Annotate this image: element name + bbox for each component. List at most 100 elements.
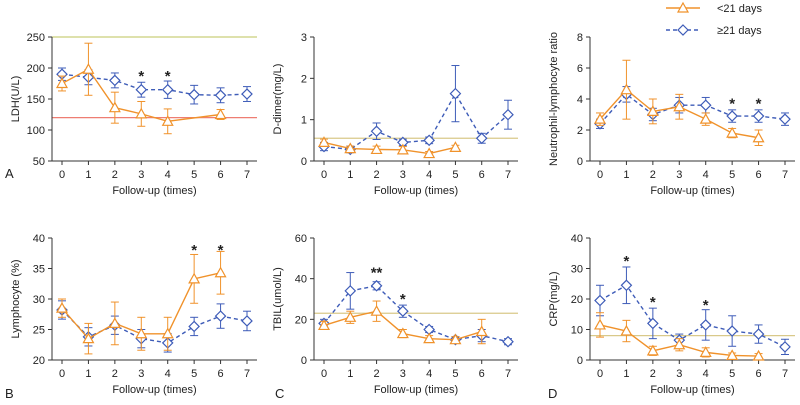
triangle-marker — [752, 131, 765, 143]
x-tick-label: 0 — [597, 368, 603, 380]
diamond-marker — [699, 319, 712, 331]
x-tick-label: 1 — [347, 368, 353, 380]
series-line-ge21 — [599, 284, 786, 348]
triangle-marker — [423, 147, 436, 159]
y-tick-label: 60 — [295, 233, 307, 245]
triangle-marker — [475, 325, 488, 337]
x-tick-label: 0 — [321, 368, 327, 380]
y-axis-title: TBIL(umol/L) — [272, 267, 284, 331]
y-tick-label: 0 — [577, 156, 583, 168]
y-tick-label: 200 — [27, 63, 45, 75]
y-tick-label: 3 — [301, 32, 307, 44]
x-tick-label: 3 — [676, 368, 682, 380]
y-tick-label: 40 — [295, 274, 307, 286]
significance-star: * — [650, 294, 656, 311]
diamond-marker — [109, 74, 121, 87]
triangle-marker — [423, 332, 436, 344]
diamond-marker — [214, 310, 227, 322]
x-axis-title: Follow-up (times) — [112, 185, 196, 197]
diamond-marker — [188, 88, 200, 101]
diamond-marker — [188, 320, 200, 333]
legend-lt21-label: <21 days — [717, 3, 762, 15]
diamond-marker — [726, 110, 738, 122]
triangle-marker — [161, 115, 174, 126]
x-tick-label: 4 — [703, 368, 709, 380]
triangle-marker — [317, 136, 331, 147]
x-tick-label: 7 — [505, 368, 511, 380]
legend-ge21-label: ≥21 days — [717, 25, 762, 37]
triangle-marker — [55, 301, 69, 313]
y-tick-label: 35 — [33, 264, 45, 276]
triangle-marker — [370, 304, 383, 316]
diamond-marker — [752, 328, 765, 340]
triangle-marker — [593, 112, 607, 124]
x-tick-label: 7 — [782, 368, 788, 380]
series-line-ge21 — [323, 285, 509, 343]
diamond-marker — [135, 83, 148, 96]
x-tick-label: 0 — [59, 169, 65, 181]
y-axis-title: CRP(mg/L) — [548, 271, 560, 326]
significance-star: * — [191, 242, 197, 259]
x-tick-label: 3 — [676, 169, 682, 181]
x-tick-label: 0 — [597, 169, 603, 181]
y-tick-label: 30 — [33, 294, 45, 306]
diamond-marker — [779, 113, 791, 125]
significance-star: * — [729, 96, 735, 113]
diamond-marker — [449, 87, 462, 100]
chart-panel-1: 50 100 150 200 250 0 1 2 3 4 5 6 7 Follow-up (times) L… — [5, 32, 257, 197]
x-tick-label: 5 — [452, 169, 458, 181]
x-tick-label: 4 — [165, 368, 171, 380]
x-tick-label: 1 — [85, 368, 91, 380]
triangle-marker — [726, 349, 739, 361]
diamond-marker — [423, 134, 435, 147]
x-tick-label: 2 — [112, 368, 118, 380]
y-tick-label: 1 — [301, 115, 307, 127]
legend-triangle-marker — [676, 1, 690, 13]
triangle-marker — [135, 327, 148, 339]
x-tick-label: 7 — [782, 169, 788, 181]
triangle-marker — [55, 77, 69, 89]
diamond-marker — [397, 305, 409, 318]
y-tick-label: 20 — [571, 294, 583, 306]
triangle-marker — [188, 272, 201, 284]
y-tick-label: 40 — [571, 233, 583, 245]
x-tick-label: 5 — [452, 368, 458, 380]
triangle-marker — [620, 324, 633, 336]
triangle-marker — [396, 327, 409, 339]
legend: <21 days ≥21 days — [666, 1, 762, 37]
x-tick-label: 3 — [138, 169, 144, 181]
y-axis-title: D-dimer(mg/L) — [272, 64, 284, 135]
x-tick-label: 5 — [191, 169, 197, 181]
diamond-marker — [214, 89, 227, 102]
x-tick-label: 5 — [729, 169, 735, 181]
chart-panel-5: 0 20 40 60 0 1 2 3 4 5 6 7 Follow-up (times) TBIL(umo… — [272, 233, 518, 401]
triangle-marker — [646, 344, 659, 356]
y-tick-label: 2 — [301, 73, 307, 85]
chart-panel-6: 0 10 20 30 40 0 1 2 3 4 5 6 7 Follow-up (times) CRP(mg… — [548, 233, 795, 401]
x-tick-label: 2 — [112, 169, 118, 181]
diamond-marker — [502, 335, 514, 348]
diamond-marker — [475, 132, 488, 145]
diamond-marker — [779, 341, 791, 353]
triangle-marker — [699, 112, 712, 124]
x-axis-title: Follow-up (times) — [374, 185, 458, 197]
y-axis-title: LDH(U/L) — [10, 76, 22, 122]
y-tick-label: 0 — [577, 355, 583, 367]
series-line-ge21 — [61, 309, 248, 344]
x-tick-label: 1 — [85, 169, 91, 181]
diamond-marker — [370, 279, 383, 292]
triangle-marker — [699, 346, 712, 357]
triangle-marker — [135, 107, 148, 119]
significance-star: * — [703, 297, 709, 314]
x-axis-title: Follow-up (times) — [650, 384, 734, 396]
x-tick-label: 1 — [347, 169, 353, 181]
triangle-marker — [673, 100, 686, 112]
x-tick-label: 2 — [374, 368, 380, 380]
triangle-marker — [82, 332, 95, 344]
series-line-lt21 — [323, 141, 456, 155]
x-tick-label: 6 — [479, 368, 485, 380]
triangle-marker — [449, 141, 462, 152]
x-tick-label: 0 — [321, 169, 327, 181]
triangle-marker — [620, 83, 633, 95]
triangle-marker — [593, 318, 607, 330]
